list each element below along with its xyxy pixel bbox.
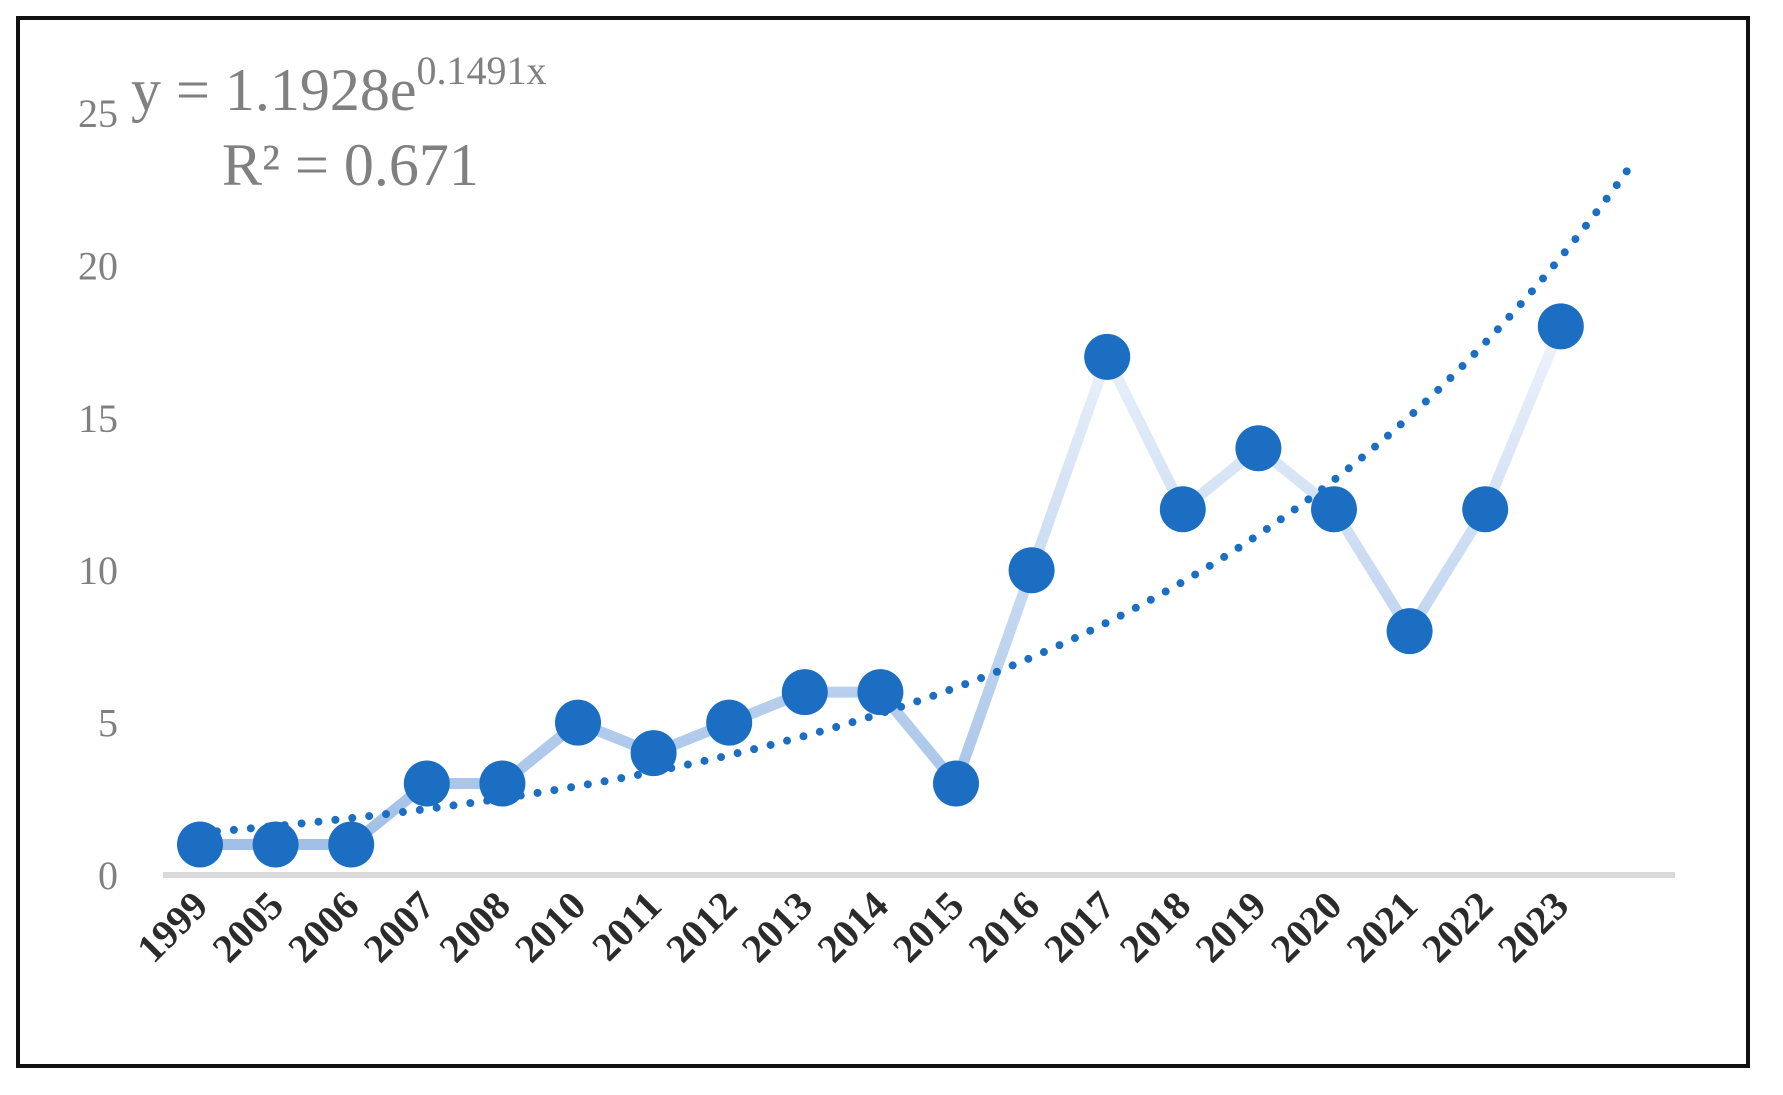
x-tick-label: 2023	[1489, 883, 1577, 971]
data-point-2005	[252, 821, 299, 868]
x-tick-label: 2015	[884, 883, 972, 971]
data-point-2015	[933, 760, 979, 807]
data-point-2012	[706, 699, 753, 746]
x-tick-label: 2008	[430, 883, 518, 971]
data-point-2017	[1084, 333, 1131, 380]
data-point-2021	[1386, 608, 1433, 655]
x-tick-label: 1999	[128, 883, 216, 971]
x-tick-label: 2005	[204, 883, 292, 971]
trend-r-squared: R² = 0.671	[222, 132, 479, 198]
x-tick-label: 2016	[960, 883, 1048, 971]
y-tick-label: 5	[98, 701, 118, 746]
data-point-2006	[328, 821, 375, 868]
data-point-2010	[555, 699, 601, 746]
data-point-2018	[1159, 486, 1206, 533]
x-tick-label: 2013	[733, 883, 821, 971]
x-tick-label: 2012	[657, 883, 745, 971]
data-point-2016	[1008, 547, 1055, 594]
x-tick-label: 2017	[1035, 883, 1123, 971]
trend-equation: y = 1.1928e0.1491x	[131, 48, 546, 123]
data-point-2022	[1462, 486, 1509, 533]
data-point-2007	[403, 760, 450, 807]
x-tick-label: 2019	[1186, 883, 1274, 971]
y-tick-label: 10	[78, 548, 118, 593]
data-point-2020	[1311, 486, 1357, 533]
x-tick-label: 2020	[1262, 883, 1350, 971]
x-tick-label: 2018	[1111, 883, 1199, 971]
y-tick-label: 25	[78, 91, 118, 136]
x-tick-label: 2014	[808, 883, 896, 971]
data-point-2013	[781, 669, 828, 716]
data-point-1999	[177, 821, 223, 868]
x-tick-label: 2022	[1413, 883, 1501, 971]
x-tick-label: 2011	[583, 883, 670, 970]
data-point-2023	[1537, 303, 1584, 350]
x-tick-label: 2010	[506, 883, 594, 971]
series-line	[194, 320, 1567, 851]
trendline	[196, 159, 1637, 837]
data-point-2014	[857, 669, 904, 716]
y-tick-label: 0	[98, 853, 118, 898]
x-tick-label: 2006	[279, 883, 367, 971]
data-point-2008	[479, 760, 526, 807]
y-tick-label: 15	[78, 396, 118, 441]
data-point-2019	[1235, 425, 1282, 472]
y-tick-label: 20	[78, 243, 118, 288]
x-tick-label: 2021	[1338, 883, 1426, 971]
x-tick-label: 2007	[355, 883, 443, 971]
data-point-2011	[630, 730, 677, 777]
